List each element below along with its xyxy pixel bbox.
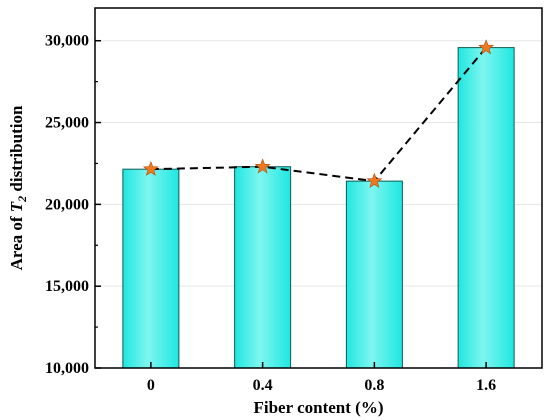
y-tick-label: 15,000 bbox=[45, 278, 89, 295]
x-tick-label: 0 bbox=[147, 377, 155, 394]
x-tick-label: 0.4 bbox=[253, 377, 273, 394]
y-tick-label: 10,000 bbox=[45, 360, 89, 377]
bar-0.4 bbox=[234, 166, 292, 369]
y-axis-title-symbol: T bbox=[7, 201, 26, 212]
x-axis-title: Fiber content (%) bbox=[254, 398, 384, 417]
y-tick-label: 30,000 bbox=[45, 33, 89, 50]
y-axis-title-suffix: distribution bbox=[7, 105, 26, 196]
bar-0.8 bbox=[345, 180, 403, 369]
y-axis-title-subscript: 2 bbox=[15, 196, 29, 203]
bars bbox=[122, 47, 515, 369]
y-axis: 10,000 15,000 20,000 25,000 30,000 bbox=[45, 33, 101, 377]
x-axis: 0 0.4 0.8 1.6 bbox=[147, 362, 496, 394]
y-axis-title: Area of T2 distribution bbox=[7, 105, 29, 270]
star-marker bbox=[142, 160, 159, 176]
bar-1.6 bbox=[457, 47, 515, 369]
trend-line-path bbox=[150, 46, 487, 183]
star-marker bbox=[254, 158, 271, 174]
y-tick-label: 25,000 bbox=[45, 115, 89, 132]
y-axis-title-prefix: Area of bbox=[7, 212, 26, 270]
star-markers bbox=[142, 39, 495, 188]
star-marker bbox=[366, 172, 383, 188]
y-tick-label: 20,000 bbox=[45, 196, 89, 213]
x-tick-label: 0.8 bbox=[364, 377, 384, 394]
plot-frame bbox=[94, 7, 543, 369]
trend-line bbox=[150, 46, 487, 183]
bar-0 bbox=[122, 168, 180, 369]
x-tick-label: 1.6 bbox=[476, 377, 496, 394]
star-marker bbox=[478, 39, 495, 55]
